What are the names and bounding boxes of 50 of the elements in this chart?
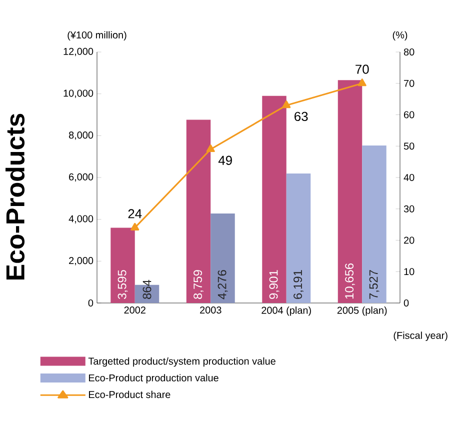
y-tick-label: 0 (88, 299, 94, 307)
x-tick-label: 2004 (plan) (262, 306, 311, 316)
data-label: 24 (128, 209, 142, 218)
x-tick-label: 2003 (200, 306, 222, 314)
y2-tick-label: 20 (404, 236, 414, 244)
x-tick-label: 2002 (124, 306, 146, 314)
data-label: 6,191 (294, 270, 304, 299)
point (282, 100, 291, 108)
point (130, 222, 140, 230)
y2-tick-label: 10 (404, 268, 414, 276)
data-label: 63 (294, 112, 308, 122)
bar (286, 174, 311, 303)
y-tick-label: 10,000 (64, 90, 94, 98)
data-label: 864 (142, 280, 152, 299)
text: Eco-Products (6, 114, 25, 280)
bar (338, 80, 362, 303)
bar (362, 146, 386, 303)
legend-label: Targetted product/system production value (88, 357, 276, 367)
legend-label: Eco-Product production value (88, 374, 218, 384)
point (358, 78, 366, 86)
data-label: 49 (218, 156, 232, 165)
y2-tick-label: 40 (404, 174, 414, 182)
y-tick-label: 12,000 (64, 48, 94, 56)
bar (110, 228, 135, 303)
data-label: 3,595 (118, 270, 128, 300)
y2-tick-label: 70 (404, 80, 414, 87)
y2-tick-label: 0 (404, 299, 409, 307)
y-tick-label: 8,000 (68, 132, 94, 140)
point (206, 144, 215, 152)
y2-tick-label: 80 (404, 48, 414, 56)
y2-tick-label: 30 (404, 205, 414, 212)
y2-tick-label: 60 (404, 111, 414, 118)
bar (262, 96, 286, 303)
x-axis-title: (Fiscal year) (394, 332, 448, 341)
bar (210, 214, 235, 303)
y-tick-label: 2,000 (69, 257, 94, 266)
y-axis-title: (¥100 million) (68, 31, 126, 40)
data-label: 70 (356, 64, 369, 74)
y2-tick-label: 50 (404, 142, 414, 150)
legend-label: Eco-Product share (88, 390, 170, 398)
y-tick-label: 6,000 (69, 173, 94, 182)
data-label: 9,901 (269, 270, 280, 299)
y-tick-label: 4,000 (68, 215, 94, 224)
data-label: 10,656 (345, 263, 355, 299)
bar (186, 120, 211, 303)
data-label: 4,276 (218, 270, 228, 300)
x-tick-label: 2005 (plan) (337, 306, 387, 316)
y2-axis-title: (%) (392, 31, 408, 40)
data-label: 8,759 (194, 270, 204, 299)
data-label: 7,527 (369, 270, 380, 299)
